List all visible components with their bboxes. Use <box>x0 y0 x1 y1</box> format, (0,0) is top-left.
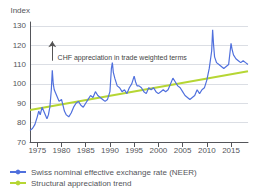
svg-text:1990: 1990 <box>101 146 119 155</box>
svg-text:70: 70 <box>17 138 26 147</box>
svg-text:100: 100 <box>13 79 27 88</box>
svg-text:2010: 2010 <box>198 146 216 155</box>
svg-text:110: 110 <box>13 60 26 69</box>
svg-text:Index: Index <box>10 6 30 15</box>
svg-text:80: 80 <box>17 118 26 127</box>
svg-text:1985: 1985 <box>77 146 95 155</box>
svg-text:2005: 2005 <box>174 146 192 155</box>
svg-text:2015: 2015 <box>222 146 240 155</box>
svg-text:1980: 1980 <box>53 146 71 155</box>
svg-text:2000: 2000 <box>149 146 167 155</box>
svg-text:1975: 1975 <box>28 146 46 155</box>
svg-text:130: 130 <box>13 21 27 30</box>
svg-text:120: 120 <box>13 41 27 50</box>
svg-text:Swiss nominal effective exchan: Swiss nominal effective exchange rate (N… <box>31 168 197 177</box>
svg-text:Structural appreciation trend: Structural appreciation trend <box>31 179 132 188</box>
svg-text:1995: 1995 <box>125 146 143 155</box>
svg-text:90: 90 <box>17 99 26 108</box>
svg-text:CHF appreciation in trade weig: CHF appreciation in trade weighted terms <box>58 54 188 62</box>
